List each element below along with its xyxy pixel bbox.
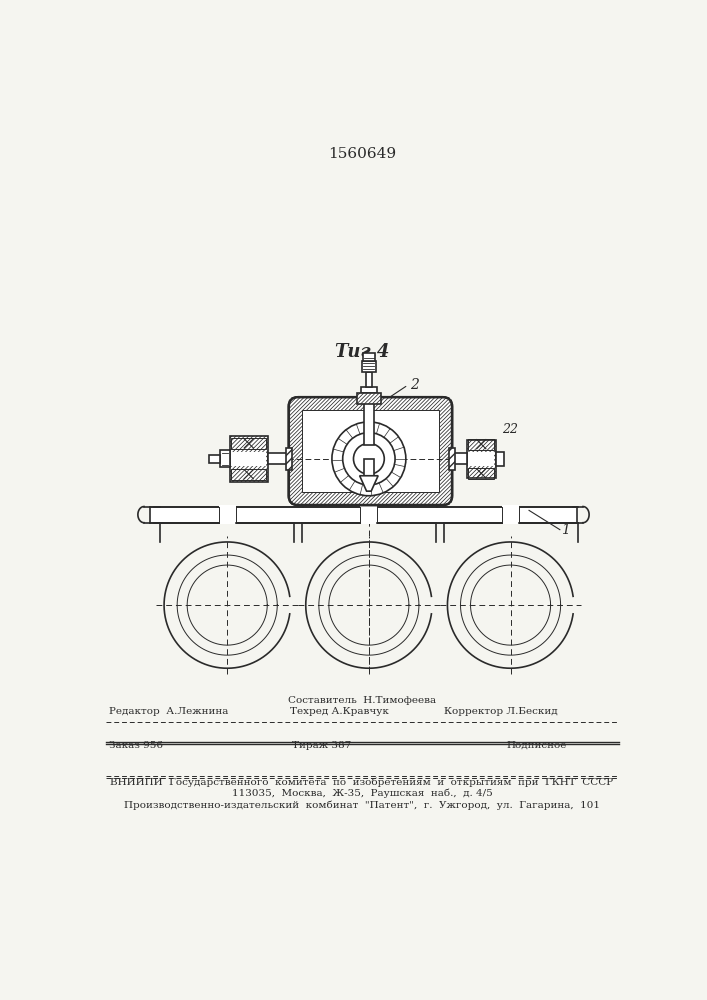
Bar	[231, 452, 267, 466]
Bar	[268, 453, 288, 464]
Bar	[290, 398, 451, 504]
Bar	[231, 438, 267, 449]
Bar	[230, 436, 268, 482]
Bar	[218, 505, 235, 524]
Circle shape	[343, 433, 395, 485]
Text: Подписное: Подписное	[506, 741, 567, 750]
Bar	[468, 439, 494, 450]
Bar	[468, 452, 494, 466]
Circle shape	[354, 443, 385, 474]
Text: Τиг.4: Τиг.4	[334, 343, 390, 361]
Bar	[361, 387, 377, 393]
Bar	[364, 389, 373, 445]
Text: Техред А.Кравчук: Техред А.Кравчук	[291, 707, 390, 716]
Bar	[356, 393, 381, 404]
Bar	[467, 440, 496, 478]
Bar	[467, 440, 496, 478]
Polygon shape	[360, 476, 378, 491]
Bar	[366, 372, 372, 387]
Text: Корректор Л.Бескид: Корректор Л.Бескид	[444, 707, 558, 716]
Text: 22: 22	[502, 423, 518, 436]
Text: Производственно-издательский  комбинат  "Патент",  г.  Ужгород,  ул.  Гагарина, : Производственно-издательский комбинат "П…	[124, 801, 600, 810]
Bar	[452, 453, 467, 464]
Circle shape	[332, 422, 406, 496]
Bar	[362, 361, 376, 372]
Text: ВНИИПИ  Государственного  комитета  по  изобретениям  и  открытиям  при  ГКНТ  С: ВНИИПИ Государственного комитета по изоб…	[110, 778, 614, 787]
Text: Заказ 956: Заказ 956	[110, 741, 163, 750]
Bar	[364, 459, 373, 478]
Bar	[221, 450, 230, 467]
Text: 1: 1	[561, 523, 571, 537]
Bar	[231, 469, 267, 480]
Bar	[496, 452, 503, 466]
Bar	[209, 455, 221, 463]
Text: 1560649: 1560649	[328, 147, 396, 161]
Bar	[502, 505, 519, 524]
Bar	[150, 507, 577, 523]
FancyBboxPatch shape	[288, 397, 452, 505]
Bar	[363, 353, 375, 361]
Bar	[449, 448, 455, 470]
Bar	[286, 448, 292, 470]
Bar	[468, 468, 494, 479]
Bar	[290, 398, 451, 504]
Text: Тираж 387: Тираж 387	[291, 741, 351, 750]
Bar	[356, 393, 381, 404]
Text: Составитель  Н.Тимофеева: Составитель Н.Тимофеева	[288, 696, 436, 705]
Bar	[302, 410, 439, 492]
Text: Редактор  А.Лежнина: Редактор А.Лежнина	[110, 707, 229, 716]
Text: 2: 2	[411, 378, 419, 392]
Bar	[361, 505, 378, 524]
Text: 113035,  Москва,  Ж-35,  Раушская  наб.,  д. 4/5: 113035, Москва, Ж-35, Раушская наб., д. …	[232, 788, 492, 798]
Bar	[230, 436, 268, 482]
